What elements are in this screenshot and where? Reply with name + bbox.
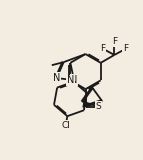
Text: Cl: Cl	[61, 121, 70, 130]
Text: S: S	[95, 102, 101, 111]
Text: N: N	[70, 75, 78, 85]
Text: F: F	[112, 37, 117, 46]
Text: N: N	[67, 75, 74, 85]
Text: N: N	[53, 73, 60, 83]
Text: F: F	[123, 44, 128, 53]
Text: F: F	[100, 44, 106, 53]
